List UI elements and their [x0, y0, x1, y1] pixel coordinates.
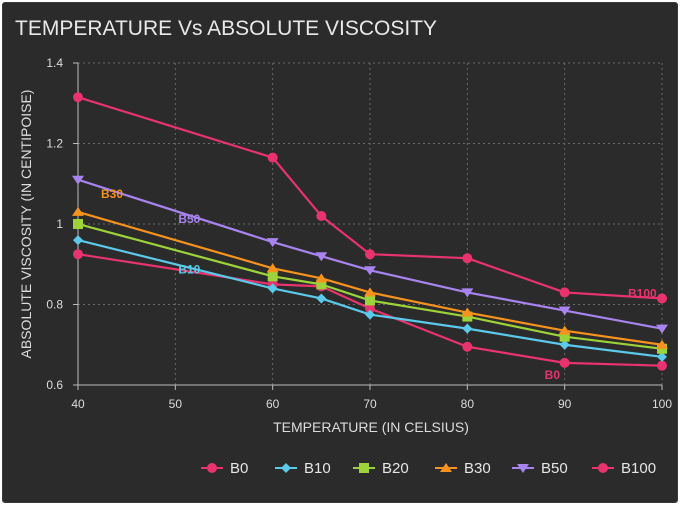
legend-item-b0[interactable]: B0 [201, 460, 248, 477]
series-annotation-b30: B30 [101, 187, 123, 201]
data-point-b10[interactable] [73, 235, 83, 246]
y-tick-label: 1.4 [46, 56, 63, 70]
data-point-b100[interactable] [657, 293, 667, 304]
legend-marker-b10[interactable] [281, 463, 291, 473]
data-point-b20[interactable] [462, 311, 473, 322]
data-point-b50[interactable] [266, 238, 279, 248]
data-point-b50[interactable] [364, 266, 376, 276]
series-b30 [72, 206, 668, 349]
x-tick-label: 60 [266, 397, 280, 411]
data-point-b30[interactable] [558, 325, 571, 335]
data-point-b50[interactable] [461, 288, 474, 298]
data-point-b100[interactable] [559, 287, 570, 298]
data-point-b10[interactable] [559, 339, 570, 350]
legend-label-b10: B10 [304, 460, 331, 477]
series-annotation-b0: B0 [545, 368, 561, 382]
data-point-b50[interactable] [656, 324, 668, 334]
series-b100 [73, 92, 667, 304]
data-point-b10[interactable] [365, 309, 375, 320]
x-tick-label: 50 [169, 397, 183, 411]
data-point-b30[interactable] [315, 273, 328, 283]
data-point-b20[interactable] [73, 219, 83, 229]
legend-item-b30[interactable]: B30 [435, 460, 491, 477]
series-line-b20 [77, 222, 663, 350]
series-b10 [73, 235, 667, 362]
y-tick-label: 1.2 [46, 137, 63, 151]
data-point-b10[interactable] [462, 323, 473, 334]
series-annotation-b50: B50 [178, 212, 200, 226]
series-annotation-b10: B10 [178, 262, 200, 276]
legend-item-b50[interactable]: B50 [512, 460, 568, 477]
x-tick-label: 90 [558, 397, 572, 411]
x-tick-label: 100 [652, 397, 672, 411]
y-tick-label: 0.6 [46, 378, 63, 392]
legend-marker-b20[interactable] [359, 463, 369, 473]
series-annotation-b100: B100 [628, 286, 657, 300]
data-point-b20[interactable] [559, 331, 570, 342]
y-tick-label: 1 [56, 217, 63, 231]
data-point-b0[interactable] [73, 249, 83, 260]
legend-item-b20[interactable]: B20 [353, 460, 409, 477]
data-point-b30[interactable] [656, 339, 668, 349]
data-point-b10[interactable] [267, 283, 278, 294]
data-point-b50[interactable] [72, 175, 84, 185]
axes: 0.6 0.8 1 1.2 1.4 40 50 60 70 80 90 100 [46, 56, 672, 411]
data-point-b50[interactable] [558, 306, 571, 316]
legend-label-b30: B30 [464, 460, 491, 477]
x-axis-label: TEMPERATURE (IN CELSIUS) [273, 419, 469, 435]
data-point-b0[interactable] [559, 357, 570, 368]
legend-marker-b100[interactable] [598, 463, 608, 473]
data-point-b10[interactable] [657, 351, 667, 362]
data-point-b100[interactable] [267, 152, 278, 163]
data-point-b30[interactable] [364, 287, 376, 297]
y-axis-label: ABSOLUTE VISCOSITY (IN CENTIPOISE) [18, 90, 34, 359]
data-point-b100[interactable] [316, 210, 327, 221]
data-point-b0[interactable] [462, 341, 473, 352]
data-point-b100[interactable] [365, 249, 375, 260]
legend-item-b10[interactable]: B10 [275, 460, 331, 477]
x-tick-label: 80 [461, 397, 475, 411]
legend-label-b20: B20 [382, 460, 409, 477]
series-b20 [73, 219, 667, 354]
data-point-b0[interactable] [365, 303, 375, 314]
series-b50 [72, 175, 668, 334]
data-point-b0[interactable] [657, 360, 667, 371]
legend-marker-b30[interactable] [440, 463, 452, 472]
legend-marker-b0[interactable] [207, 463, 217, 473]
x-tick-label: 40 [71, 397, 85, 411]
data-point-b100[interactable] [73, 92, 83, 103]
data-point-b20[interactable] [657, 343, 667, 354]
legend-label-b50: B50 [541, 460, 568, 477]
data-point-b50[interactable] [315, 252, 328, 262]
legend-item-b100[interactable]: B100 [592, 460, 656, 477]
legend-label-b0: B0 [230, 460, 248, 477]
legend[interactable]: B0 B10 B20 B30 B50 B100 [201, 460, 656, 477]
series-group: B0 B10 B30 B50 B100 [72, 92, 668, 382]
data-point-b10[interactable] [316, 293, 327, 304]
data-point-b20[interactable] [365, 295, 375, 306]
data-point-b30[interactable] [461, 307, 474, 317]
legend-marker-b50[interactable] [517, 464, 529, 473]
data-point-b20[interactable] [267, 271, 278, 282]
chart-title: TEMPERATURE Vs ABSOLUTE VISCOSITY [15, 17, 438, 40]
data-point-b30[interactable] [266, 263, 279, 273]
grid [78, 62, 663, 385]
data-point-b30[interactable] [72, 206, 84, 216]
legend-label-b100: B100 [621, 460, 656, 477]
x-tick-label: 70 [363, 397, 377, 411]
chart-panel: TEMPERATURE Vs ABSOLUTE VISCOSITY [2, 2, 678, 503]
y-tick-label: 0.8 [46, 298, 63, 312]
data-point-b100[interactable] [462, 253, 473, 264]
data-point-b20[interactable] [316, 279, 327, 290]
